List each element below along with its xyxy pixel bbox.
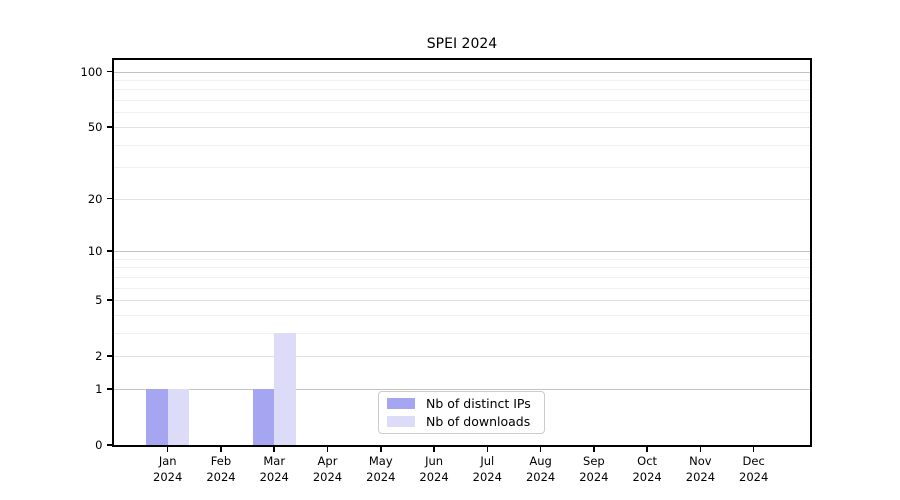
x-tick-mark: [752, 447, 755, 452]
legend-swatch-downloads: [387, 415, 415, 427]
x-tick-label: Feb 2024: [206, 454, 236, 484]
bar: [167, 388, 189, 445]
y-tick-mark: [106, 388, 113, 390]
bar: [274, 332, 296, 445]
major-gridline: [113, 71, 811, 73]
x-tick-label: Jan 2024: [153, 454, 183, 484]
y-tick-mark: [106, 355, 113, 357]
bar: [252, 388, 275, 445]
major-gridline: [113, 250, 811, 252]
y-tick-label: 50: [87, 119, 103, 134]
x-tick-mark: [433, 447, 435, 452]
y-tick-label: 10: [87, 243, 103, 258]
legend-row-distinct-ips: Nb of distinct IPs: [387, 396, 536, 411]
x-tick-label: Oct 2024: [632, 454, 662, 484]
x-tick-label: Dec 2024: [739, 454, 769, 484]
legend-label-distinct-ips: Nb of distinct IPs: [426, 396, 531, 412]
y-tick-label: 1: [95, 381, 103, 396]
y-tick-label: 2: [95, 349, 103, 364]
x-tick-label: Jun 2024: [419, 454, 449, 484]
x-tick-mark: [380, 447, 382, 452]
x-tick-mark: [539, 447, 542, 452]
y-tick-mark: [106, 197, 113, 200]
minor-gridline: [113, 276, 811, 278]
y-tick-label: 0: [95, 438, 103, 452]
y-tick-mark: [106, 444, 113, 446]
x-tick-mark: [326, 447, 329, 452]
minor-gridline: [113, 267, 811, 269]
minor-gridline: [113, 287, 811, 289]
minor-gridline: [113, 100, 811, 102]
minor-gridline: [113, 80, 811, 82]
minor-gridline: [113, 314, 811, 316]
legend: Nb of distinct IPs Nb of downloads: [378, 391, 545, 434]
major-gridline: [113, 126, 811, 128]
x-tick-mark: [646, 447, 648, 452]
minor-gridline: [113, 332, 811, 334]
major-gridline: [113, 300, 811, 302]
minor-gridline: [113, 144, 811, 146]
x-tick-label: Nov 2024: [685, 454, 716, 484]
x-tick-mark: [486, 447, 489, 452]
x-tick-mark: [220, 447, 222, 452]
x-tick-mark: [699, 447, 702, 452]
x-tick-label: Jul 2024: [472, 454, 502, 484]
major-gridline: [113, 198, 811, 200]
minor-gridline: [113, 112, 811, 114]
legend-row-downloads: Nb of downloads: [387, 414, 536, 429]
y-tick-mark: [106, 70, 113, 73]
y-tick-mark: [106, 250, 113, 252]
y-tick-label: 20: [87, 191, 103, 206]
minor-gridline: [113, 89, 811, 91]
minor-gridline: [113, 258, 811, 260]
y-tick-label: 100: [80, 64, 103, 79]
minor-gridline: [113, 167, 811, 169]
y-tick-mark: [106, 299, 113, 301]
axis-spine-bottom: [111, 445, 812, 447]
axis-spine-right: [809, 58, 812, 447]
major-gridline: [113, 356, 811, 358]
axis-spine-top: [111, 58, 812, 60]
x-tick-label: Mar 2024: [259, 454, 289, 484]
x-tick-label: Sep 2024: [579, 454, 609, 484]
x-tick-label: Aug 2024: [525, 454, 556, 484]
y-tick-label: 5: [95, 293, 103, 308]
legend-label-downloads: Nb of downloads: [426, 413, 531, 429]
x-tick-mark: [166, 447, 169, 452]
x-tick-mark: [273, 447, 275, 452]
bar: [146, 388, 168, 445]
x-tick-mark: [593, 447, 595, 452]
y-tick-mark: [106, 126, 113, 128]
x-tick-label: May 2024: [366, 454, 396, 484]
chart-title: SPEI 2024: [426, 36, 498, 52]
major-gridline: [113, 388, 811, 390]
legend-swatch-distinct-ips: [387, 398, 415, 410]
axis-spine-left: [111, 58, 114, 447]
x-tick-label: Apr 2024: [312, 454, 343, 484]
plot-area: [113, 59, 811, 445]
